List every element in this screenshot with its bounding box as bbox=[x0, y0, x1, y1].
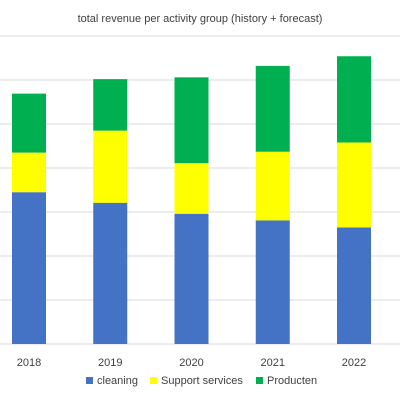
bars bbox=[12, 56, 371, 344]
x-tick-label: 2021 bbox=[261, 357, 285, 369]
legend-label: Producten bbox=[267, 375, 317, 387]
bar-segment bbox=[337, 142, 371, 228]
legend-swatch bbox=[86, 377, 93, 384]
bar-segment bbox=[12, 192, 46, 344]
legend-label: Support services bbox=[161, 375, 243, 387]
bar-segment bbox=[337, 56, 371, 143]
legend-swatch bbox=[256, 377, 263, 384]
x-tick-labels: 2018 2019 2020 2021 2022 bbox=[17, 357, 366, 369]
bar-segment bbox=[174, 77, 209, 164]
legend-swatch bbox=[150, 377, 157, 384]
x-tick-label: 2018 bbox=[17, 357, 41, 369]
x-tick-label: 2020 bbox=[179, 357, 203, 369]
bar-segment bbox=[255, 65, 290, 152]
legend: cleaning Support services Producten bbox=[86, 375, 317, 387]
bar-segment bbox=[93, 79, 128, 131]
bar-segment bbox=[12, 152, 46, 193]
bar-segment bbox=[174, 163, 209, 214]
bar-segment bbox=[93, 202, 128, 344]
chart-title: total revenue per activity group (histor… bbox=[78, 13, 323, 25]
bar-segment bbox=[255, 151, 290, 221]
bar-segment bbox=[255, 220, 290, 344]
bar-segment bbox=[174, 213, 209, 344]
bar-segment bbox=[337, 227, 371, 344]
bar-segment bbox=[93, 130, 128, 203]
bar-segment bbox=[12, 93, 46, 153]
legend-label: cleaning bbox=[97, 375, 138, 387]
x-tick-label: 2019 bbox=[98, 357, 122, 369]
x-tick-label: 2022 bbox=[342, 357, 366, 369]
